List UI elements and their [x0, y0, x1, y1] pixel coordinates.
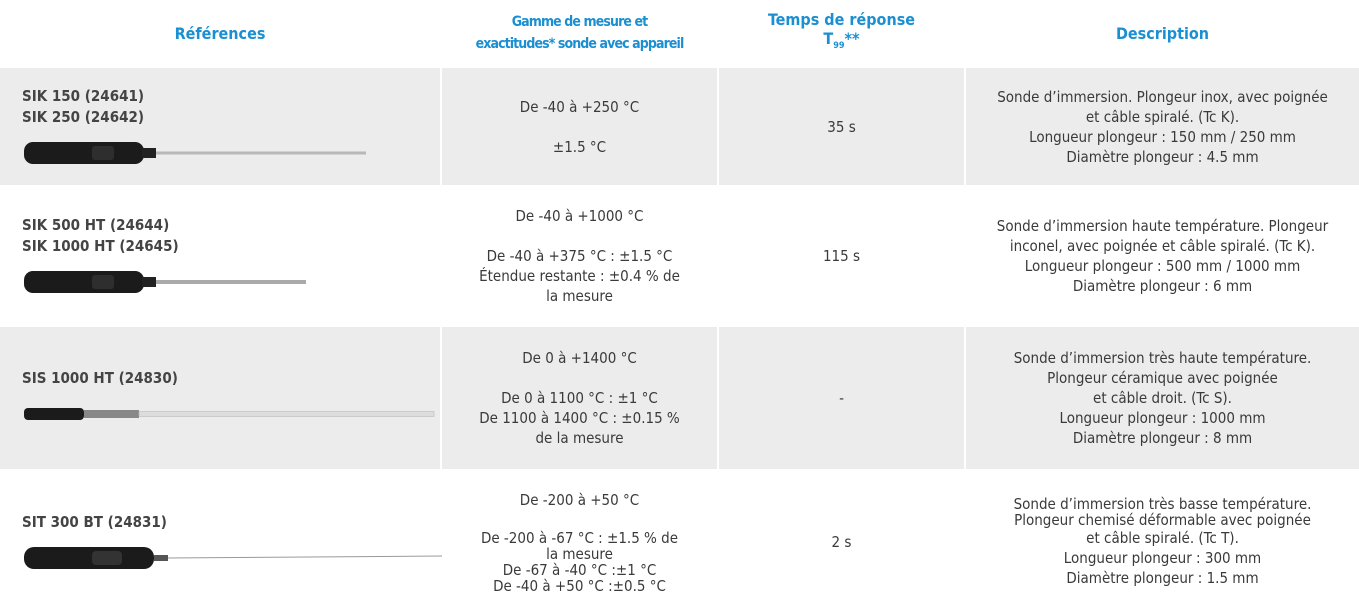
- range-detail: de la mesure: [535, 428, 623, 448]
- description-cell: Sonde d’immersion haute température. Plo…: [966, 187, 1359, 325]
- probe-image: [22, 399, 452, 429]
- response-time: 2 s: [832, 532, 852, 552]
- range-main: De -200 à +50 °C: [520, 490, 639, 510]
- subscript: 99: [833, 41, 844, 51]
- response-cell: 35 s: [719, 68, 964, 185]
- reference: SIT 300 BT (24831): [22, 512, 167, 533]
- references-cell: SIK 500 HT (24644)SIK 1000 HT (24645): [0, 187, 440, 325]
- response-cell: -: [719, 327, 964, 469]
- reference: SIK 250 (24642): [22, 107, 144, 128]
- description-line: Longueur plongeur : 300 mm: [1064, 548, 1261, 568]
- header-symbol: T99**: [823, 29, 859, 56]
- reference: SIS 1000 HT (24830): [22, 368, 178, 389]
- mark: **: [845, 29, 860, 48]
- range-cell: De -40 à +1000 °C De -40 à +375 °C : ±1.5…: [442, 187, 717, 325]
- description-line: Sonde d’immersion très haute température…: [1014, 348, 1312, 368]
- probe-image: [22, 543, 452, 573]
- response-cell: 2 s: [719, 471, 964, 613]
- reference: SIK 500 HT (24644): [22, 215, 169, 236]
- reference: SIK 1000 HT (24645): [22, 236, 179, 257]
- description-line: Diamètre plongeur : 4.5 mm: [1066, 147, 1258, 167]
- range-detail: De -200 à -67 °C : ±1.5 % de: [481, 530, 678, 546]
- response-time: 115 s: [823, 246, 860, 266]
- response-time: -: [839, 388, 844, 408]
- range-detail: la mesure: [546, 546, 613, 562]
- description-line: Longueur plongeur : 500 mm / 1000 mm: [1025, 256, 1300, 276]
- references-cell: SIK 150 (24641)SIK 250 (24642): [0, 68, 440, 185]
- description-line: et câble spiralé. (Tc T).: [1086, 528, 1239, 548]
- description-line: Sonde d’immersion haute température. Plo…: [997, 216, 1328, 236]
- header-text: Description: [1116, 24, 1209, 43]
- header-cell: Gamme de mesure et exactitudes* sonde av…: [442, 0, 717, 66]
- header-text: Temps de réponse: [768, 10, 915, 29]
- header-cell: Temps de réponse T99**: [719, 0, 964, 66]
- reference: SIK 150 (24641): [22, 86, 144, 107]
- range-cell: De -200 à +50 °C De -200 à -67 °C : ±1.5 …: [442, 471, 717, 613]
- probe-image: [22, 138, 452, 168]
- range-detail: De -67 à -40 °C :±1 °C: [503, 562, 657, 578]
- header-cell: Références: [0, 0, 440, 66]
- header-cell: Description: [966, 0, 1359, 66]
- description-cell: Sonde d’immersion très basse température…: [966, 471, 1359, 613]
- header-text: exactitudes* sonde avec appareil: [476, 33, 684, 55]
- description-line: et câble spiralé. (Tc K).: [1086, 107, 1239, 127]
- range-detail: Étendue restante : ±0.4 % de: [479, 266, 680, 286]
- references-cell: SIT 300 BT (24831): [0, 471, 440, 613]
- range-detail: De 1100 à 1400 °C : ±0.15 %: [479, 408, 680, 428]
- description-line: Plongeur chemisé déformable avec poignée: [1014, 512, 1311, 528]
- description-line: inconel, avec poignée et câble spiralé. …: [1010, 236, 1315, 256]
- references-cell: SIS 1000 HT (24830): [0, 327, 440, 469]
- header-text: Gamme de mesure et: [512, 11, 648, 33]
- description-cell: Sonde d’immersion très haute température…: [966, 327, 1359, 469]
- range-main: De 0 à +1400 °C: [522, 348, 637, 368]
- description-line: et câble droit. (Tc S).: [1093, 388, 1232, 408]
- range-detail: De -40 à +375 °C : ±1.5 °C: [487, 246, 673, 266]
- header-text: Références: [175, 24, 266, 43]
- response-time: 35 s: [827, 117, 855, 137]
- description-line: Diamètre plongeur : 6 mm: [1073, 276, 1252, 296]
- range-detail: ±1.5 °C: [553, 137, 606, 157]
- range-detail: De -40 à +50 °C :±0.5 °C: [493, 578, 666, 594]
- table: Références Gamme de mesure et exactitude…: [0, 0, 1359, 611]
- description-line: Diamètre plongeur : 8 mm: [1073, 428, 1252, 448]
- response-cell: 115 s: [719, 187, 964, 325]
- description-line: Sonde d’immersion. Plongeur inox, avec p…: [997, 87, 1328, 107]
- description-line: Longueur plongeur : 1000 mm: [1059, 408, 1265, 428]
- range-main: De -40 à +1000 °C: [516, 206, 644, 226]
- range-detail: la mesure: [546, 286, 613, 306]
- description-line: Diamètre plongeur : 1.5 mm: [1066, 568, 1258, 588]
- range-cell: De -40 à +250 °C ±1.5 °C: [442, 68, 717, 185]
- description-line: Longueur plongeur : 150 mm / 250 mm: [1029, 127, 1296, 147]
- description-line: Plongeur céramique avec poignée: [1047, 368, 1278, 388]
- description-cell: Sonde d’immersion. Plongeur inox, avec p…: [966, 68, 1359, 185]
- symbol: T: [823, 29, 833, 48]
- description-line: Sonde d’immersion très basse température…: [1014, 496, 1312, 512]
- range-main: De -40 à +250 °C: [520, 97, 639, 117]
- probe-image: [22, 267, 452, 297]
- range-detail: De 0 à 1100 °C : ±1 °C: [501, 388, 658, 408]
